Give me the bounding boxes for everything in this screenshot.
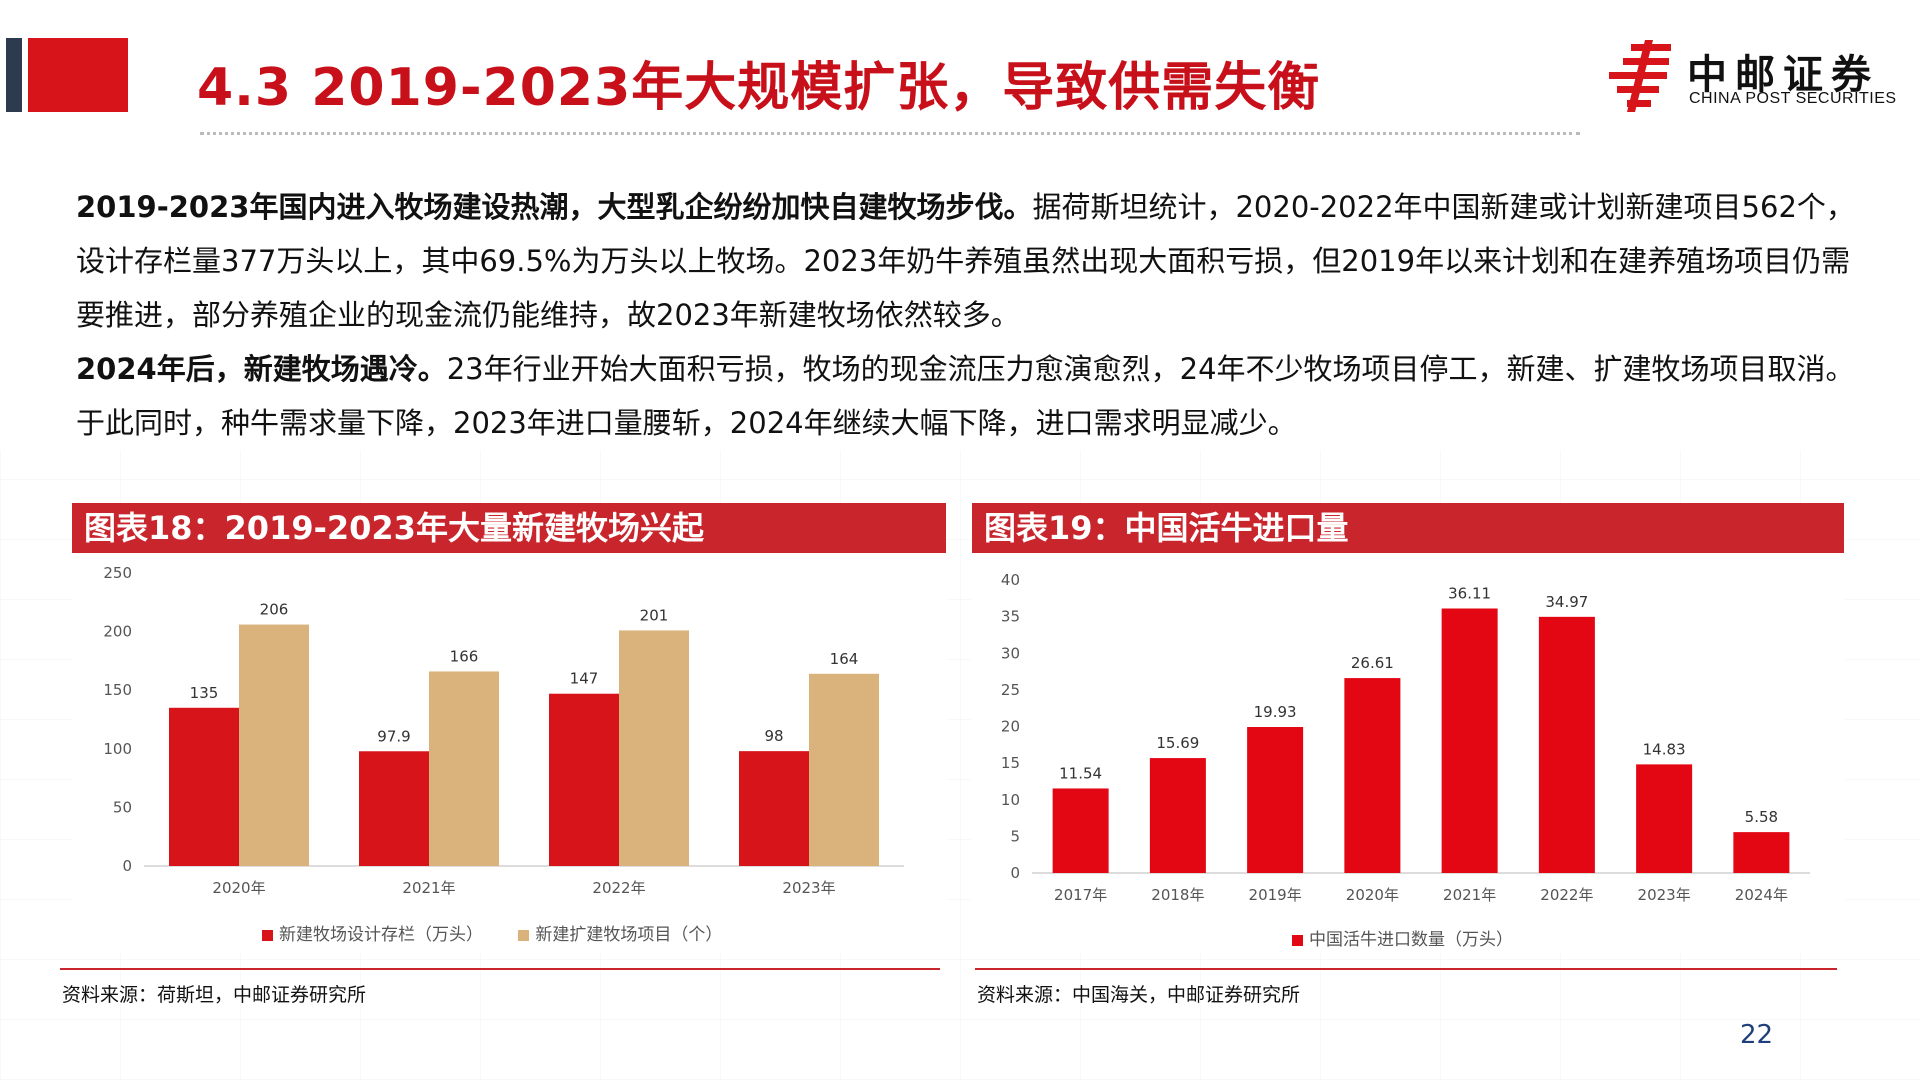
chart19-y-tick-label: 40 [1001, 571, 1020, 589]
legend-swatch-tan [518, 929, 530, 941]
chart19-data-label: 15.69 [1156, 734, 1199, 752]
logo-name-cn: 中邮证券 [1687, 52, 1879, 98]
chart18-y-tick-label: 50 [113, 798, 132, 816]
chart19-y-tick-label: 35 [1001, 608, 1020, 626]
chart19-bar [1247, 727, 1304, 873]
company-logo: 中邮证券 CHINA POST SECURITIES [1605, 40, 1897, 112]
chart19-legend-item-1: 中国活牛进口数量（万头） [1292, 925, 1513, 950]
chart18-legend-label-1: 新建牧场设计存栏（万头） [279, 925, 483, 945]
chart19-bar [1052, 788, 1109, 873]
chart18-legend-item-1: 新建牧场设计存栏（万头） [262, 920, 483, 945]
chart19-source-rule [975, 968, 1837, 970]
chart19-bar [1344, 678, 1401, 873]
chart19-data-label: 36.11 [1448, 584, 1491, 602]
chart19-y-tick-label: 0 [1010, 864, 1020, 882]
chart18-y-tick-label: 150 [103, 681, 132, 699]
chart19-y-tick-label: 20 [1001, 718, 1020, 736]
chart19-y-tick-label: 15 [1001, 754, 1020, 772]
chart19-data-label: 19.93 [1254, 703, 1297, 721]
chart18-data-label: 147 [570, 670, 599, 688]
chart19-legend-label-1: 中国活牛进口数量（万头） [1309, 930, 1513, 950]
chart19-bar [1441, 608, 1498, 873]
chart19-source: 资料来源：中国海关，中邮证券研究所 [977, 984, 1301, 1006]
chart18-x-tick-label: 2021年 [402, 879, 455, 897]
chart18-bar [429, 671, 499, 866]
chart18-x-tick-label: 2022年 [592, 879, 645, 897]
chart18-legend-label-2: 新建扩建牧场项目（个） [535, 925, 723, 945]
chart19-data-label: 11.54 [1059, 764, 1102, 782]
paragraph-1-lead: 2019-2023年国内进入牧场建设热潮，大型乳企纷纷加快自建牧场步伐。 [76, 190, 1033, 224]
page-number: 22 [1740, 1020, 1774, 1050]
chart19-y-tick-label: 30 [1001, 644, 1020, 662]
chart18-bar [619, 630, 689, 866]
chart18-source: 资料来源：荷斯坦，中邮证券研究所 [62, 984, 367, 1006]
chart19-data-label: 5.58 [1745, 808, 1778, 826]
chart19-bar [1636, 764, 1693, 873]
page-title: 4.3 2019-2023年大规模扩张，导致供需失衡 [197, 58, 1321, 118]
chart18-data-label: 166 [450, 647, 479, 665]
paragraph-1-text: 据荷斯坦统计，2020-2022年中国新建或计划新建项目562个，设计存栏量37… [76, 190, 1855, 332]
chart19-plot: 0 5 10 15 20 25 30 35 40 2017年 11.54 2018年 15.69 2019… [1001, 571, 1810, 904]
chart19-bar [1733, 832, 1790, 873]
chart19-data-label: 34.97 [1545, 593, 1588, 611]
paragraph-2-text: 23年行业开始大面积亏损，牧场的现金流压力愈演愈烈，24年不少牧场项目停工，新建… [76, 352, 1855, 440]
chart18-data-label: 135 [190, 684, 219, 702]
chart18-y-tick-label: 0 [122, 857, 132, 875]
chart19-y-tick-label: 25 [1001, 681, 1020, 699]
chart18-y-tick-label: 100 [103, 740, 132, 758]
chart19-legend: 中国活牛进口数量（万头） [1292, 925, 1543, 950]
chart18-bar [549, 693, 619, 866]
chart19-x-tick-label: 2024年 [1735, 886, 1788, 904]
chart19-panel: 0 5 10 15 20 25 30 35 40 2017年 11.54 2018年 15.69 2019… [972, 553, 1844, 953]
chart18-legend: 新建牧场设计存栏（万头） 新建扩建牧场项目（个） [262, 920, 752, 945]
legend-swatch-red [262, 929, 273, 941]
chart18-legend-item-2: 新建扩建牧场项目（个） [518, 920, 722, 945]
chart18-x-tick-label: 2020年 [212, 879, 265, 897]
paragraph-2: 2024年后，新建牧场遇冷。23年行业开始大面积亏损，牧场的现金流压力愈演愈烈，… [76, 342, 1856, 450]
chart19-x-tick-label: 2017年 [1054, 886, 1107, 904]
paragraph-2-lead: 2024年后，新建牧场遇冷。 [76, 352, 447, 386]
chart19-y-tick-label: 10 [1001, 791, 1020, 809]
chart19-x-tick-label: 2019年 [1249, 886, 1302, 904]
chart18-data-label: 98 [764, 727, 783, 745]
chart19-x-tick-label: 2023年 [1638, 886, 1691, 904]
chart19-x-tick-label: 2018年 [1151, 886, 1204, 904]
chart18-bar [809, 673, 879, 866]
chart18-bar [739, 751, 809, 866]
chart19-data-label: 14.83 [1643, 740, 1686, 758]
chart19-bar [1149, 758, 1206, 873]
header-accent-red [28, 38, 128, 112]
chart18-bar [359, 751, 429, 866]
chart19-header: 图表19：中国活牛进口量 [972, 503, 1844, 553]
legend-swatch-red [1292, 934, 1303, 946]
chart18-data-label: 97.9 [377, 727, 410, 745]
body-text: 2019-2023年国内进入牧场建设热潮，大型乳企纷纷加快自建牧场步伐。据荷斯坦… [76, 180, 1856, 450]
china-post-logo-icon [1609, 40, 1671, 112]
chart18-data-label: 201 [640, 606, 669, 624]
chart18-panel: 0 50 100 150 200 250 2020年 135 206 2021年 97.9 166 20… [72, 553, 946, 953]
chart18-source-rule [60, 968, 940, 970]
chart19-bar [1538, 616, 1595, 873]
chart19-y-tick-label: 5 [1010, 827, 1020, 845]
title-divider [200, 132, 1580, 135]
chart18-y-tick-label: 250 [103, 564, 132, 582]
chart18-bar [239, 624, 309, 866]
header-accent-dark [6, 38, 22, 112]
chart19-data-label: 26.61 [1351, 654, 1394, 672]
chart19-x-tick-label: 2021年 [1443, 886, 1496, 904]
chart18-bar [169, 707, 239, 866]
chart19-x-tick-label: 2020年 [1346, 886, 1399, 904]
chart18-y-tick-label: 200 [103, 623, 132, 641]
chart18-data-label: 164 [830, 650, 859, 668]
chart18-data-label: 206 [260, 601, 289, 619]
chart18-plot: 0 50 100 150 200 250 2020年 135 206 2021年 97.9 166 20… [103, 564, 904, 897]
logo-name-en: CHINA POST SECURITIES [1689, 90, 1897, 107]
chart18-x-tick-label: 2023年 [782, 879, 835, 897]
chart18-header: 图表18：2019-2023年大量新建牧场兴起 [72, 503, 946, 553]
paragraph-1: 2019-2023年国内进入牧场建设热潮，大型乳企纷纷加快自建牧场步伐。据荷斯坦… [76, 180, 1856, 342]
chart19-x-tick-label: 2022年 [1540, 886, 1593, 904]
